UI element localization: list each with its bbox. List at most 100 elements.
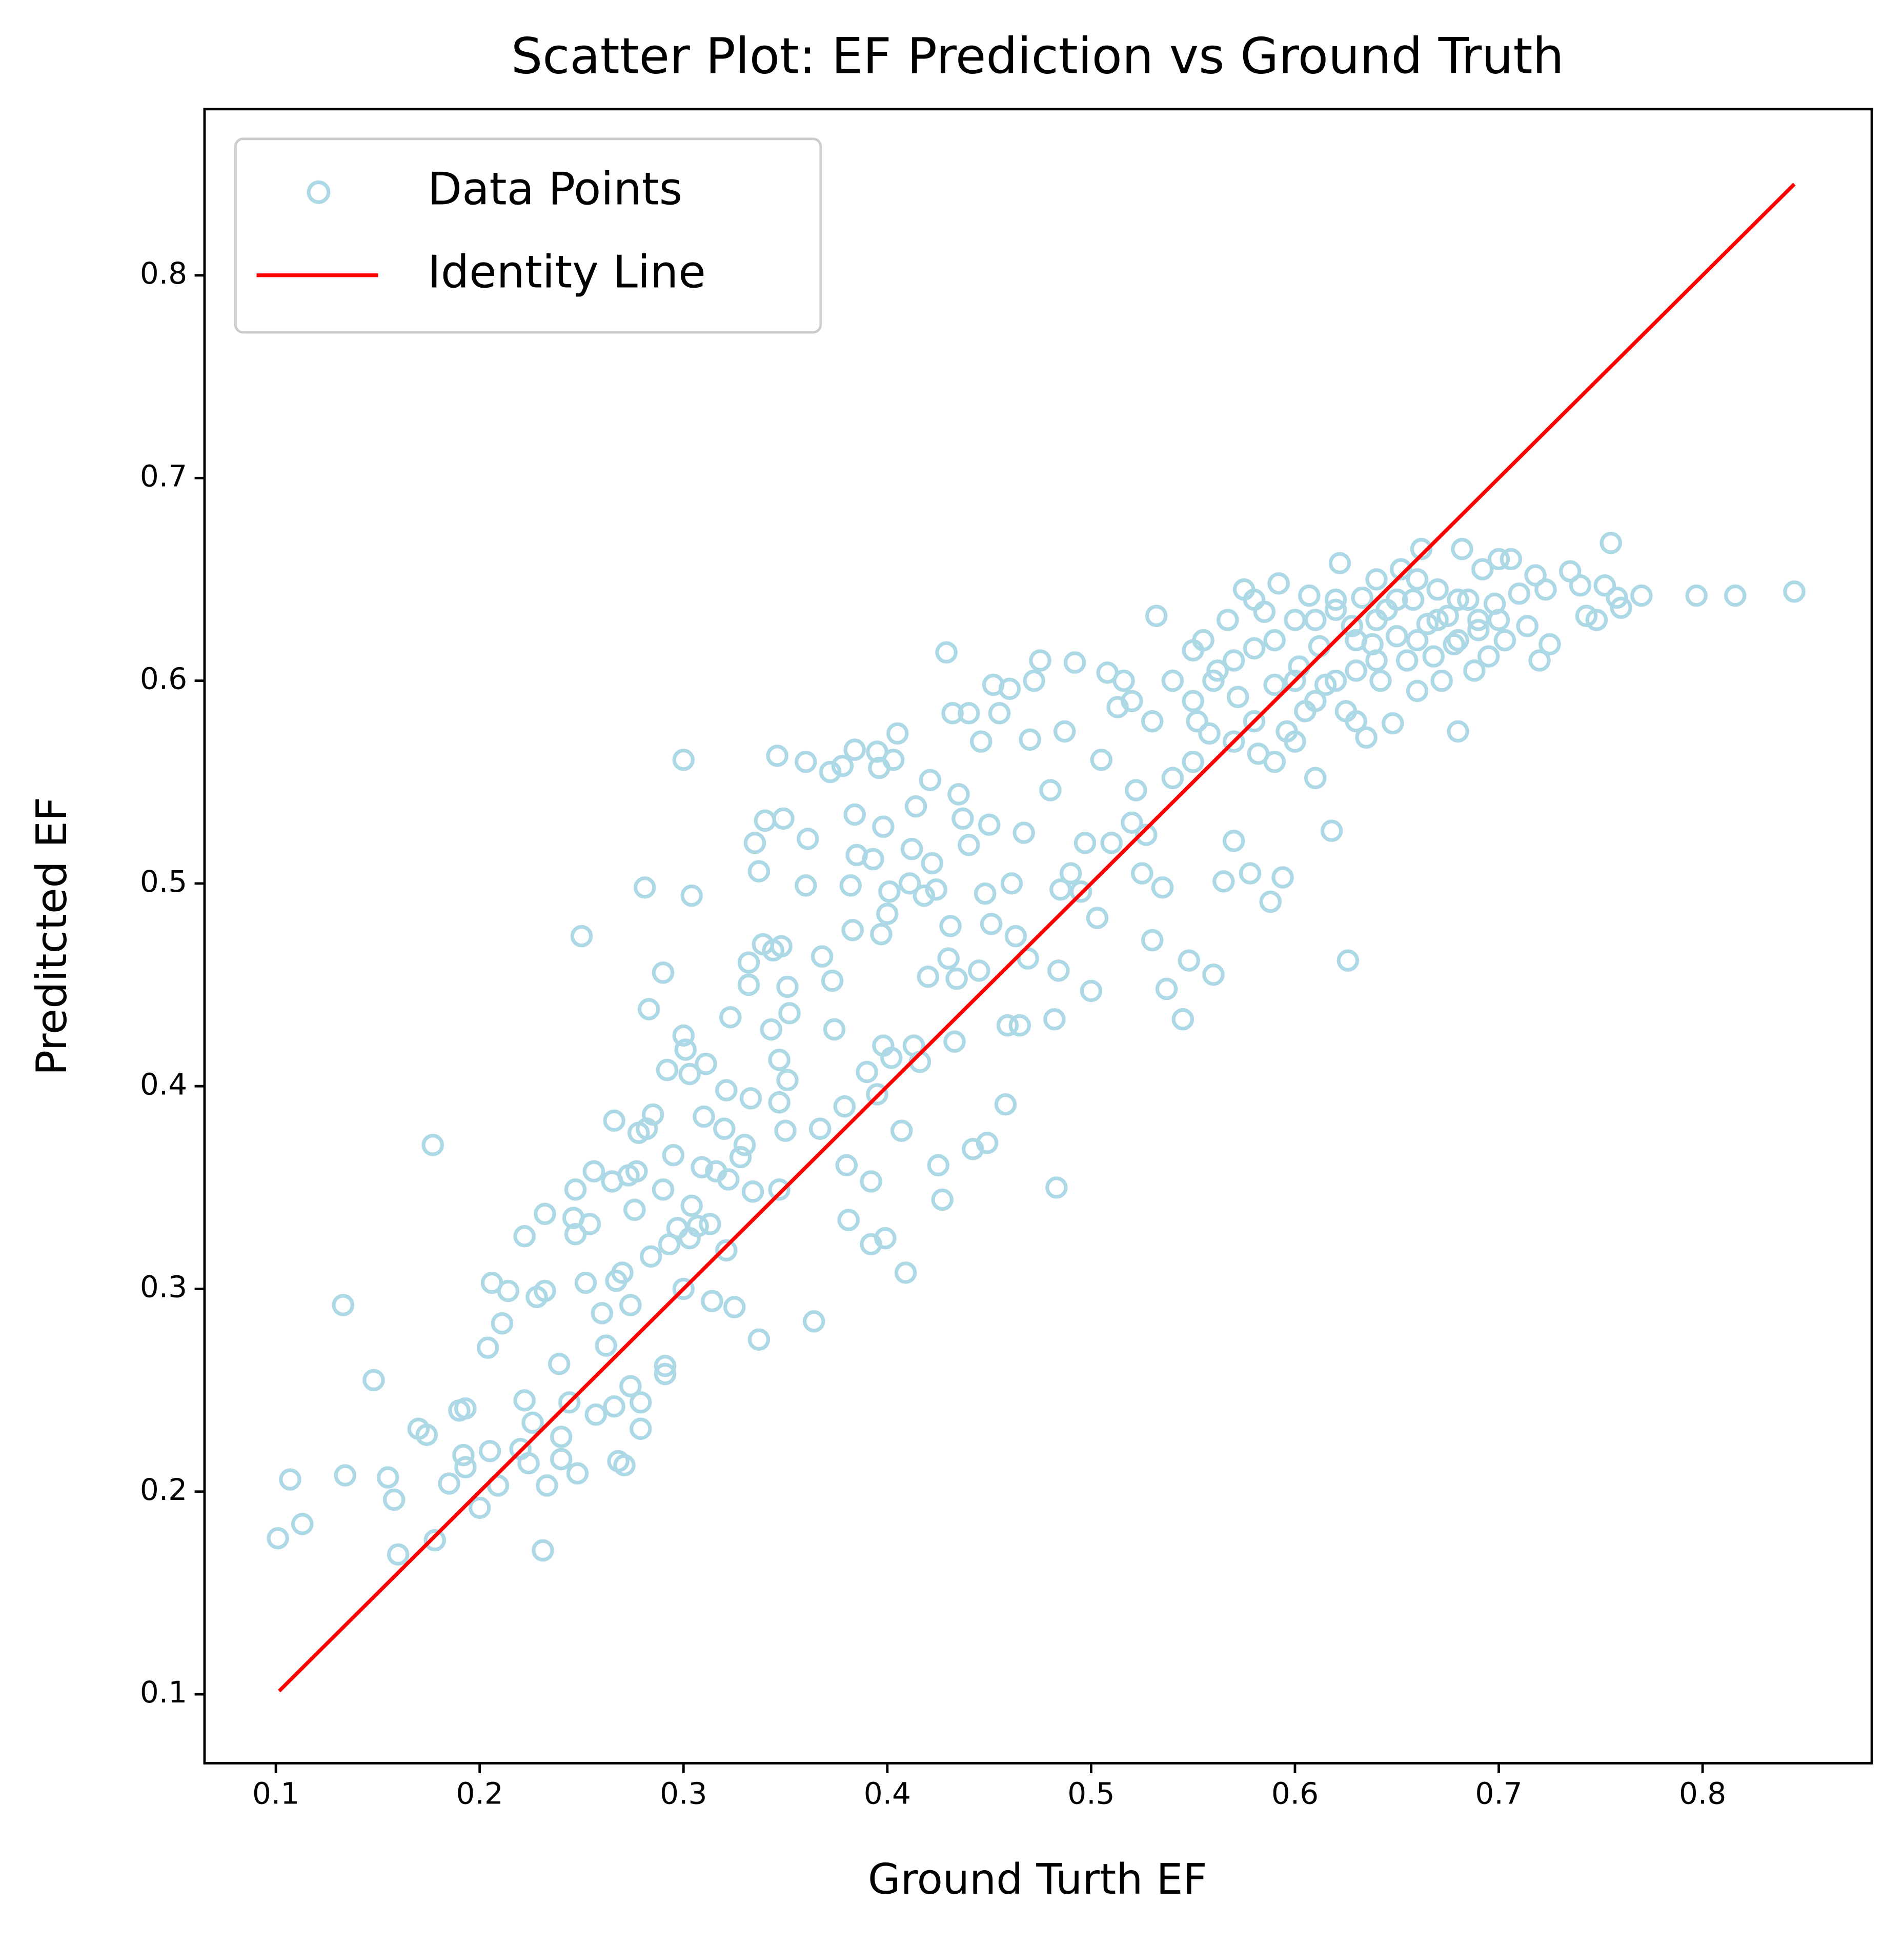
data-point <box>1585 609 1608 631</box>
data-point <box>1017 947 1039 970</box>
data-point <box>1182 690 1204 712</box>
data-point <box>747 860 771 883</box>
data-point <box>536 1474 558 1497</box>
data-point <box>1575 605 1598 627</box>
data-point <box>976 1132 999 1154</box>
data-point <box>717 1168 740 1191</box>
data-point <box>823 1018 846 1041</box>
data-point <box>821 969 844 992</box>
data-point <box>768 1091 791 1114</box>
data-point <box>564 1178 587 1201</box>
data-point <box>1487 609 1510 631</box>
data-point <box>862 848 884 871</box>
data-point <box>672 1024 695 1047</box>
data-point <box>833 1095 856 1118</box>
data-point <box>808 1117 832 1140</box>
data-point <box>1045 1176 1068 1199</box>
data-point <box>550 1426 573 1448</box>
data-point <box>1212 870 1235 893</box>
data-point <box>1304 609 1327 631</box>
data-point <box>701 1290 723 1312</box>
data-point <box>739 1087 762 1110</box>
data-point <box>641 1103 664 1126</box>
data-point <box>925 878 948 901</box>
data-point <box>1524 564 1547 587</box>
data-point <box>1395 649 1419 672</box>
data-point <box>778 1002 801 1025</box>
data-point <box>776 1069 799 1092</box>
data-point <box>772 807 795 830</box>
data-point <box>1457 588 1480 611</box>
x-tick-label: 0.2 <box>456 1776 503 1811</box>
data-point <box>1447 629 1469 652</box>
data-point <box>1284 730 1306 753</box>
data-point <box>680 884 703 907</box>
y-tick-label: 0.1 <box>140 1675 187 1710</box>
data-point <box>1131 862 1153 885</box>
data-point <box>1222 830 1245 852</box>
data-point <box>941 702 964 725</box>
data-point <box>582 1160 605 1182</box>
data-point <box>870 923 893 946</box>
y-tick-label: 0.8 <box>140 256 187 291</box>
data-point <box>497 1279 520 1302</box>
data-point <box>866 1083 888 1106</box>
data-point <box>680 1194 703 1217</box>
data-point <box>1243 588 1266 611</box>
data-point <box>947 783 970 806</box>
data-point <box>900 837 923 860</box>
data-point <box>686 1215 709 1237</box>
data-point <box>719 1006 742 1029</box>
data-point <box>513 1389 536 1412</box>
data-point <box>1023 669 1045 692</box>
data-point <box>898 872 921 895</box>
data-point <box>1336 949 1360 972</box>
data-point <box>279 1468 301 1491</box>
data-point <box>454 1456 477 1479</box>
data-point <box>1263 673 1286 696</box>
data-point <box>623 1198 646 1221</box>
data-point <box>880 1047 903 1069</box>
data-point <box>1538 633 1561 656</box>
data-point <box>1151 876 1174 899</box>
data-point <box>468 1496 491 1519</box>
data-point <box>1019 728 1041 751</box>
data-point <box>1222 649 1245 672</box>
data-point <box>1239 862 1262 885</box>
data-point <box>1436 605 1459 627</box>
data-point <box>1263 750 1286 773</box>
data-point <box>1389 558 1412 580</box>
data-point <box>625 1160 648 1182</box>
data-point <box>478 1439 501 1462</box>
data-point <box>797 828 819 850</box>
data-point <box>1100 832 1123 854</box>
identity-line <box>277 183 1796 1693</box>
data-point <box>951 807 974 830</box>
data-point <box>1186 710 1208 733</box>
data-point <box>1135 824 1158 846</box>
data-point <box>1063 651 1086 674</box>
data-point <box>935 641 958 664</box>
data-point <box>1012 821 1035 844</box>
data-point <box>699 1213 721 1235</box>
data-point <box>737 951 760 974</box>
data-point <box>1049 878 1072 901</box>
data-point <box>1155 977 1178 1000</box>
data-point <box>931 1188 954 1211</box>
data-point <box>672 748 695 771</box>
data-point <box>1593 574 1616 597</box>
y-tick-label: 0.2 <box>140 1472 187 1507</box>
data-point <box>917 965 940 988</box>
data-point <box>574 1271 597 1294</box>
data-point <box>1202 669 1225 692</box>
data-point <box>1039 779 1062 801</box>
data-point <box>819 760 842 784</box>
data-point <box>1341 615 1364 637</box>
data-point <box>872 815 895 838</box>
data-point <box>1263 629 1286 652</box>
data-point <box>1004 925 1027 948</box>
data-point <box>1345 710 1368 733</box>
data-point <box>1161 669 1184 692</box>
data-point <box>876 903 899 925</box>
data-point <box>1451 537 1473 560</box>
